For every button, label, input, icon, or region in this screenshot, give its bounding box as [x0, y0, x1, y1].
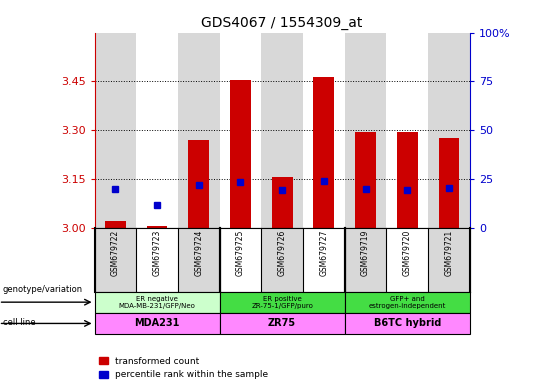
- Bar: [261, 33, 303, 228]
- Text: MDA231: MDA231: [134, 318, 180, 328]
- Bar: [345, 228, 387, 291]
- Bar: [428, 228, 470, 291]
- Bar: [147, 226, 167, 228]
- Legend: transformed count, percentile rank within the sample: transformed count, percentile rank withi…: [99, 357, 268, 379]
- Bar: [136, 33, 178, 228]
- Bar: [105, 221, 126, 228]
- Bar: [345, 33, 387, 228]
- Bar: [303, 228, 345, 291]
- FancyBboxPatch shape: [345, 313, 470, 334]
- Text: GSM679725: GSM679725: [236, 230, 245, 276]
- Text: GFP+ and
estrogen-independent: GFP+ and estrogen-independent: [369, 296, 446, 309]
- Bar: [178, 228, 220, 291]
- Bar: [428, 33, 470, 228]
- FancyBboxPatch shape: [94, 313, 220, 334]
- FancyBboxPatch shape: [220, 291, 345, 313]
- Bar: [136, 228, 178, 291]
- Bar: [220, 228, 261, 291]
- Text: ER negative
MDA-MB-231/GFP/Neo: ER negative MDA-MB-231/GFP/Neo: [119, 296, 195, 309]
- Bar: [272, 177, 293, 228]
- Bar: [387, 33, 428, 228]
- Bar: [313, 76, 334, 228]
- Bar: [261, 228, 303, 291]
- Bar: [220, 33, 261, 228]
- Text: GSM679723: GSM679723: [153, 230, 161, 276]
- Text: cell line: cell line: [3, 318, 35, 327]
- Bar: [230, 80, 251, 228]
- Bar: [303, 33, 345, 228]
- Text: ER positive
ZR-75-1/GFP/puro: ER positive ZR-75-1/GFP/puro: [251, 296, 313, 309]
- FancyBboxPatch shape: [94, 291, 220, 313]
- Bar: [188, 140, 209, 228]
- Bar: [387, 228, 428, 291]
- Text: GSM679722: GSM679722: [111, 230, 120, 276]
- Text: GSM679727: GSM679727: [319, 230, 328, 276]
- Text: B6TC hybrid: B6TC hybrid: [374, 318, 441, 328]
- Bar: [178, 33, 220, 228]
- Bar: [438, 138, 460, 228]
- Text: GSM679724: GSM679724: [194, 230, 203, 276]
- Text: genotype/variation: genotype/variation: [3, 285, 83, 295]
- Text: ZR75: ZR75: [268, 318, 296, 328]
- Bar: [94, 33, 136, 228]
- FancyBboxPatch shape: [220, 313, 345, 334]
- Bar: [94, 228, 136, 291]
- Text: GSM679721: GSM679721: [444, 230, 454, 276]
- Bar: [355, 132, 376, 228]
- Text: GSM679719: GSM679719: [361, 230, 370, 276]
- Text: GSM679726: GSM679726: [278, 230, 287, 276]
- Bar: [397, 132, 417, 228]
- FancyBboxPatch shape: [345, 291, 470, 313]
- Title: GDS4067 / 1554309_at: GDS4067 / 1554309_at: [201, 16, 363, 30]
- Text: GSM679720: GSM679720: [403, 230, 412, 276]
